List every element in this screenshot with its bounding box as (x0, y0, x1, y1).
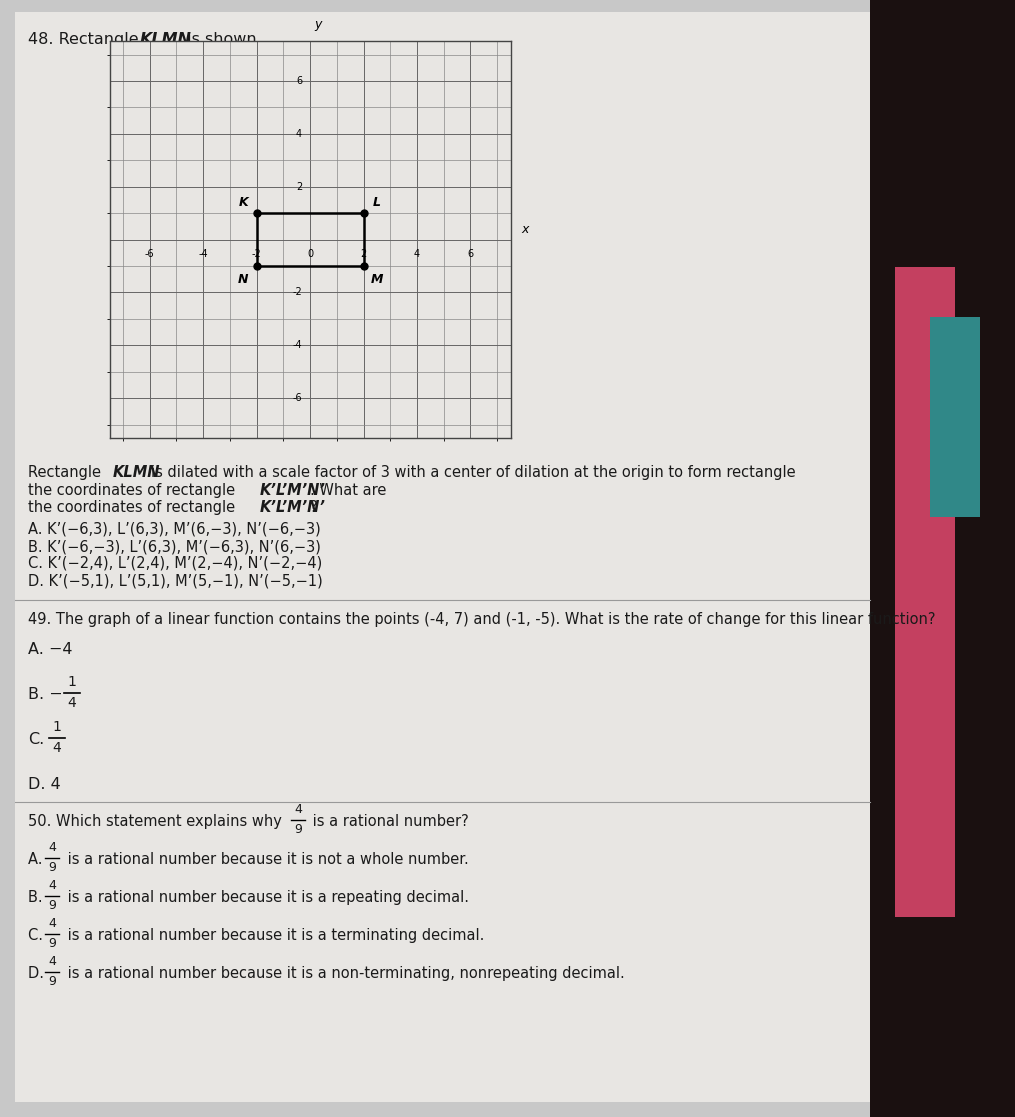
Text: is a rational number because it is a terminating decimal.: is a rational number because it is a ter… (63, 928, 484, 943)
Text: 1: 1 (68, 675, 76, 689)
Text: 50. Which statement explains why: 50. Which statement explains why (28, 814, 286, 829)
Text: 4: 4 (414, 249, 420, 259)
Text: D. 4: D. 4 (28, 777, 61, 792)
Text: K’L’M’N’: K’L’M’N’ (260, 500, 326, 515)
Text: 48. Rectangle: 48. Rectangle (28, 32, 144, 47)
FancyBboxPatch shape (930, 317, 980, 517)
Text: 4: 4 (48, 955, 56, 968)
Text: . What are: . What are (310, 483, 387, 498)
Text: -4: -4 (292, 341, 302, 351)
Text: 4: 4 (294, 803, 301, 817)
Text: 2: 2 (295, 182, 302, 192)
Text: K: K (239, 197, 248, 209)
Text: is a rational number because it is a repeating decimal.: is a rational number because it is a rep… (63, 890, 469, 905)
Text: -6: -6 (145, 249, 154, 259)
Text: 6: 6 (296, 76, 302, 86)
Text: -4: -4 (198, 249, 208, 259)
Text: B. K’(−6,−3), L’(6,3), M’(−6,3), N’(6,−3): B. K’(−6,−3), L’(6,3), M’(−6,3), N’(6,−3… (28, 540, 321, 554)
Text: 6: 6 (467, 249, 474, 259)
Text: 49. The graph of a linear function contains the points (-4, 7) and (-1, -5). Wha: 49. The graph of a linear function conta… (28, 612, 936, 627)
Text: x: x (522, 222, 529, 236)
Text: ?: ? (310, 500, 318, 515)
Text: 4: 4 (48, 879, 56, 892)
Text: 1: 1 (53, 720, 62, 734)
Text: 9: 9 (48, 937, 56, 949)
Text: 4: 4 (296, 128, 302, 139)
Text: 4: 4 (53, 741, 61, 755)
Text: C.: C. (28, 732, 45, 747)
Text: is a rational number because it is not a whole number.: is a rational number because it is not a… (63, 852, 469, 867)
Text: the coordinates of rectangle: the coordinates of rectangle (28, 483, 240, 498)
Text: is a rational number?: is a rational number? (308, 814, 469, 829)
Text: A. K’(−6,3), L’(6,3), M’(6,−3), N’(−6,−3): A. K’(−6,3), L’(6,3), M’(6,−3), N’(−6,−3… (28, 522, 321, 537)
Text: Rectangle: Rectangle (28, 465, 106, 480)
Text: B.: B. (28, 890, 48, 905)
Text: KLMN: KLMN (113, 465, 160, 480)
Text: L: L (373, 197, 381, 209)
Text: N: N (238, 273, 249, 286)
Text: 9: 9 (48, 861, 56, 873)
Text: is shown.: is shown. (182, 32, 262, 47)
Text: B. −: B. − (28, 687, 63, 701)
Text: A. −4: A. −4 (28, 642, 72, 657)
Text: 9: 9 (48, 975, 56, 989)
Text: M: M (370, 273, 383, 286)
Text: K’L’M’N’: K’L’M’N’ (260, 483, 326, 498)
Text: KLMN: KLMN (140, 32, 192, 47)
Text: D. K’(−5,1), L’(5,1), M’(5,−1), N’(−5,−1): D. K’(−5,1), L’(5,1), M’(5,−1), N’(−5,−1… (28, 573, 323, 588)
Text: 0: 0 (307, 249, 314, 259)
Text: -2: -2 (292, 287, 302, 297)
FancyBboxPatch shape (895, 267, 955, 917)
Text: -2: -2 (252, 249, 262, 259)
Text: is dilated with a scale factor of 3 with a center of dilation at the origin to f: is dilated with a scale factor of 3 with… (151, 465, 796, 480)
Text: 4: 4 (48, 917, 56, 930)
Text: -6: -6 (292, 393, 302, 403)
Text: 2: 2 (360, 249, 366, 259)
Text: D.: D. (28, 966, 49, 981)
Text: 9: 9 (48, 899, 56, 911)
Text: the coordinates of rectangle: the coordinates of rectangle (28, 500, 240, 515)
Text: is a rational number because it is a non-terminating, nonrepeating decimal.: is a rational number because it is a non… (63, 966, 625, 981)
FancyBboxPatch shape (15, 12, 870, 1102)
Text: 4: 4 (68, 696, 76, 710)
Text: 9: 9 (294, 823, 301, 836)
Text: 4: 4 (48, 841, 56, 855)
FancyBboxPatch shape (870, 0, 1015, 1117)
Text: A.: A. (28, 852, 47, 867)
Text: C. K’(−2,4), L’(2,4), M’(2,−4), N’(−2,−4): C. K’(−2,4), L’(2,4), M’(2,−4), N’(−2,−4… (28, 556, 322, 571)
Text: y: y (314, 18, 322, 31)
Text: C.: C. (28, 928, 48, 943)
